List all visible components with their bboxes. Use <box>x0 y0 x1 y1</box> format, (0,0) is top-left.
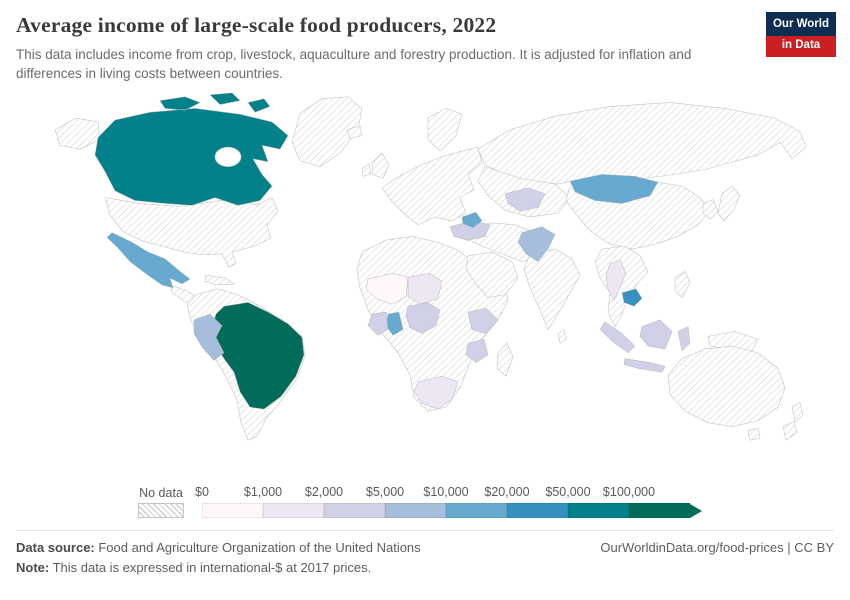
country-mali[interactable] <box>365 273 409 305</box>
landmass-alaska <box>54 118 101 150</box>
world-choropleth-map[interactable] <box>10 89 840 477</box>
country-cote-divoire[interactable] <box>367 312 389 336</box>
country-tanzania[interactable] <box>465 339 489 364</box>
footer-row-source: Data source: Food and Agriculture Organi… <box>16 540 834 555</box>
landmass-cuba <box>204 275 235 286</box>
legend-tick-label: $5,000 <box>365 485 405 500</box>
map-legend: No data $0 $1,000 $2,000 $5,000 $10,000 $20,0… <box>138 485 850 519</box>
data-source-text: Food and Agriculture Organization of the… <box>94 540 421 556</box>
legend-no-data-label: No data <box>139 486 183 501</box>
country-azerbaijan[interactable] <box>461 212 483 229</box>
country-south-africa[interactable] <box>413 376 459 410</box>
note-text: This data is expressed in international-… <box>49 560 372 576</box>
chart-footer: Data source: Food and Agriculture Organi… <box>16 530 834 575</box>
landmass-uk <box>371 152 390 179</box>
legend-bin-swatch[interactable] <box>568 503 629 519</box>
legend-bin-swatch[interactable] <box>202 503 263 519</box>
landmass-scandinavia <box>427 108 463 152</box>
chart-header: Average income of large-scale food produ… <box>0 0 850 83</box>
legend-tick-label: $100,000 <box>602 485 656 500</box>
data-source-label: Data source: <box>16 540 95 556</box>
legend-no-data-block: No data <box>138 486 184 519</box>
country-peru[interactable] <box>193 314 225 362</box>
legend-tick-label: $0 <box>195 485 209 500</box>
legend-bin-swatch[interactable] <box>324 503 385 519</box>
landmass-korea <box>702 199 719 220</box>
owid-logo[interactable]: Our World in Data <box>766 12 836 57</box>
country-nigeria[interactable] <box>405 302 441 335</box>
landmass-tasmania <box>747 428 761 441</box>
page-title: Average income of large-scale food produ… <box>16 13 497 37</box>
legend-scale-block: $0 $1,000 $2,000 $5,000 $10,000 $20,000 $50,00… <box>195 485 702 519</box>
footer-row-note: Note: This data is expressed in internat… <box>16 560 834 575</box>
data-source: Data source: Food and Agriculture Organi… <box>16 540 421 555</box>
country-mongolia[interactable] <box>569 174 659 205</box>
legend-bin-swatch[interactable] <box>446 503 507 519</box>
country-canada[interactable] <box>94 92 289 206</box>
landmass-australia <box>667 346 786 428</box>
landmass-new-zealand-south <box>782 421 798 441</box>
landmass-philippines <box>674 271 691 299</box>
landmass-india <box>523 249 581 331</box>
country-niger[interactable] <box>407 273 443 305</box>
country-brazil[interactable] <box>211 302 305 410</box>
hudson-bay <box>214 147 242 168</box>
legend-tick-labels: $0 $1,000 $2,000 $5,000 $10,000 $20,000 $50,00… <box>195 485 702 503</box>
landmass-sri-lanka <box>557 329 567 344</box>
landmass-japan <box>717 185 741 222</box>
legend-tick-label: $20,000 <box>484 485 530 500</box>
legend-tick-label: $50,000 <box>545 485 591 500</box>
landmass-greenland <box>291 96 363 168</box>
legend-arrow <box>690 503 702 518</box>
country-indonesia-java[interactable] <box>623 358 666 373</box>
landmass-iceland <box>346 125 363 140</box>
legend-bin-swatch[interactable] <box>629 503 690 519</box>
legend-no-data-swatch[interactable] <box>138 503 184 519</box>
license-link[interactable]: OurWorldinData.org/food-prices | CC BY <box>600 540 834 556</box>
legend-tick-label: $2,000 <box>304 485 344 500</box>
country-indonesia-borneo[interactable] <box>639 319 673 350</box>
legend-bin-swatch[interactable] <box>385 503 446 519</box>
country-indonesia-sumatra[interactable] <box>599 321 636 354</box>
legend-tick-label: $10,000 <box>423 485 469 500</box>
landmass-new-guinea <box>707 331 759 352</box>
country-pakistan[interactable] <box>517 226 556 263</box>
note-label: Note: <box>16 560 50 576</box>
landmass-madagascar <box>496 342 514 377</box>
landmass-se-asia <box>594 246 649 328</box>
legend-color-bar <box>202 503 702 519</box>
owid-logo-line1: Our World <box>766 12 836 36</box>
country-uzbekistan[interactable] <box>504 187 546 212</box>
landmass-arabia <box>465 251 519 299</box>
country-mexico[interactable] <box>106 232 191 289</box>
country-thailand[interactable] <box>605 259 627 302</box>
landmass-russia <box>477 102 807 185</box>
country-cambodia[interactable] <box>621 288 643 307</box>
legend-bin-swatch[interactable] <box>263 503 324 519</box>
country-indonesia-sulawesi[interactable] <box>677 326 691 352</box>
landmass-ireland <box>361 163 372 178</box>
legend-tick-label: $1,000 <box>243 485 283 500</box>
country-ethiopia[interactable] <box>467 308 499 335</box>
legend-bin-swatch[interactable] <box>507 503 568 519</box>
map-container <box>10 89 840 477</box>
landmass-europe <box>381 147 483 226</box>
chart-subtitle: This data includes income from crop, liv… <box>16 47 692 82</box>
owid-logo-line2: in Data <box>766 35 836 57</box>
landmass-new-zealand-north <box>791 402 804 423</box>
